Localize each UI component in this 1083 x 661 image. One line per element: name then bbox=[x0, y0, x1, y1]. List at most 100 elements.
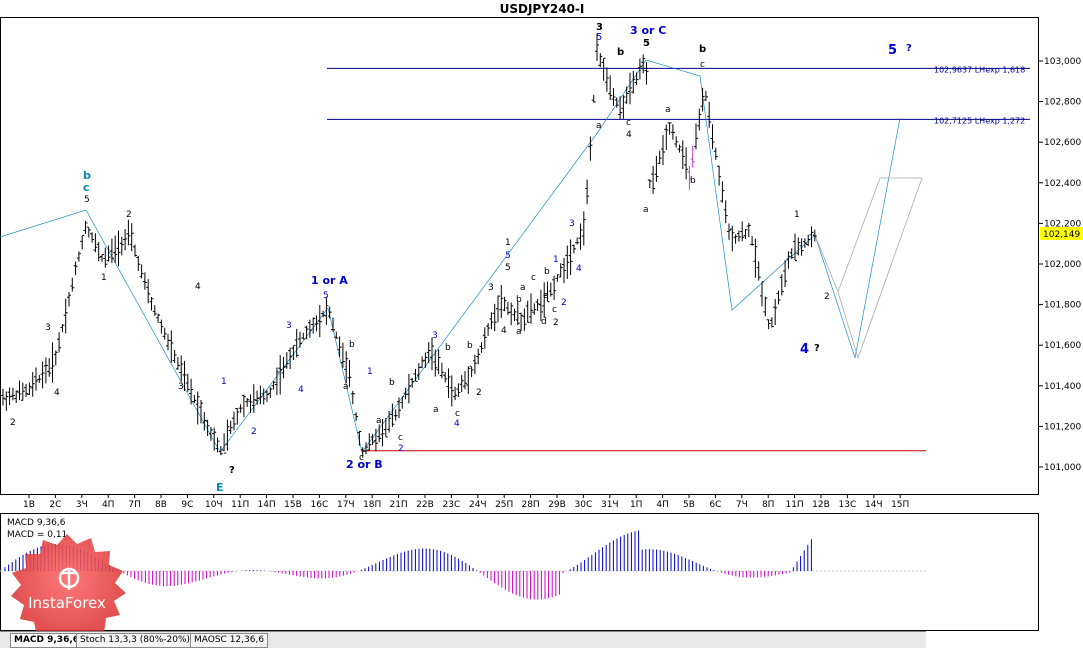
minor-wave-label: b bbox=[389, 378, 395, 388]
minor-wave-label: 2 bbox=[561, 298, 567, 308]
chart-title: USDJPY240-I bbox=[500, 2, 585, 16]
minor-wave-label: d bbox=[541, 317, 547, 327]
time-tick-label: 8П bbox=[762, 500, 775, 510]
time-tick-label: 31Ч bbox=[601, 500, 619, 510]
tab-macd[interactable]: MACD 9,36,6 bbox=[10, 633, 84, 648]
minor-wave-label: 3 bbox=[286, 321, 292, 331]
minor-wave-label: 3 bbox=[569, 219, 575, 229]
minor-wave-label: 3 bbox=[432, 331, 438, 341]
time-tick-label: 15П bbox=[891, 500, 909, 510]
minor-wave-label: 2 bbox=[476, 388, 482, 398]
price-tick-label: 101,400 bbox=[1044, 382, 1081, 392]
macd-value: MACD = 0,11 bbox=[7, 530, 67, 540]
wave-label: b bbox=[617, 47, 624, 58]
minor-wave-label: 2 bbox=[251, 427, 257, 437]
time-tick-label: 15В bbox=[284, 500, 302, 510]
minor-wave-label: 2 bbox=[553, 318, 559, 328]
time-tick-label: 16С bbox=[311, 500, 329, 510]
current-price-tag bbox=[1040, 227, 1083, 240]
price-axis: 103,000 102,800 102,600 102,400 102,200 102,0… bbox=[1038, 57, 1081, 473]
time-tick-label: 11П bbox=[231, 500, 249, 510]
price-tick-label: 101,800 bbox=[1044, 301, 1081, 311]
minor-wave-label: 4 bbox=[195, 282, 201, 292]
wave-label: 5 bbox=[596, 32, 602, 43]
minor-wave-label: 5 bbox=[323, 291, 329, 301]
minor-wave-label: 4 bbox=[454, 419, 460, 429]
time-tick-label: 3Ч bbox=[76, 500, 88, 510]
time-tick-label: 29В bbox=[548, 500, 566, 510]
minor-wave-label: a bbox=[433, 405, 439, 415]
time-tick-label: 6С bbox=[709, 500, 721, 510]
minor-wave-label: a bbox=[665, 105, 671, 115]
wave-label: 4 bbox=[800, 342, 809, 357]
wave-label: b bbox=[83, 169, 91, 182]
time-tick-label: 30С bbox=[575, 500, 593, 510]
time-tick-label: 1В bbox=[23, 500, 35, 510]
time-tick-label: 1П bbox=[630, 500, 643, 510]
indicator-tab-bar: MACD 9,36,6 Stoch 13,3,3 (80%-20%) MAOSC… bbox=[0, 631, 926, 648]
time-tick-label: 7П bbox=[128, 500, 141, 510]
tab-stochastic[interactable]: Stoch 13,3,3 (80%-20%) bbox=[76, 633, 195, 648]
price-bars bbox=[1, 33, 817, 458]
minor-wave-label: 2 bbox=[10, 418, 16, 428]
price-tick-label: 103,000 bbox=[1044, 57, 1081, 67]
minor-wave-label: c bbox=[455, 409, 460, 419]
time-tick-label: 25П bbox=[495, 500, 513, 510]
minor-wave-label: 1 bbox=[101, 273, 107, 283]
minor-wave-label: b bbox=[690, 176, 696, 186]
wave-label: ? bbox=[229, 465, 235, 476]
time-tick-label: 2С bbox=[49, 500, 61, 510]
wave-label: c bbox=[83, 181, 90, 194]
tab-maosc[interactable]: MAOSC 12,36,6 bbox=[190, 633, 269, 648]
minor-wave-label: 4 bbox=[501, 326, 507, 336]
price-tick-label: 102,400 bbox=[1044, 179, 1081, 189]
minor-wave-label: a bbox=[520, 283, 526, 293]
time-tick-label: 14П bbox=[257, 500, 275, 510]
minor-wave-label: a bbox=[643, 205, 649, 215]
minor-wave-label: 5 bbox=[505, 263, 511, 273]
minor-wave-label: c bbox=[552, 305, 557, 315]
price-tick-label: 102,800 bbox=[1044, 98, 1081, 108]
time-tick-label: 4П bbox=[102, 500, 115, 510]
minor-wave-label: c bbox=[398, 433, 403, 443]
wave-label: 3 or C bbox=[630, 24, 666, 37]
time-tick-label: 18П bbox=[363, 500, 381, 510]
price-tick-label: 102,000 bbox=[1044, 260, 1081, 270]
wave-label: 5 bbox=[888, 43, 897, 58]
minor-wave-label: 1 bbox=[221, 377, 227, 387]
minor-wave-label: 3 bbox=[178, 382, 184, 392]
minor-wave-label: 2 bbox=[398, 444, 404, 454]
wave-label: ? bbox=[906, 43, 912, 54]
minor-wave-label: b bbox=[349, 340, 355, 350]
minor-wave-label: a bbox=[596, 121, 602, 131]
time-tick-label: 9С bbox=[181, 500, 193, 510]
macd-title: MACD 9,36,6 bbox=[7, 518, 66, 528]
minor-wave-label: b bbox=[516, 295, 522, 305]
wave-label: ? bbox=[814, 343, 820, 354]
minor-wave-label: 3 bbox=[45, 323, 51, 333]
level-label: 102,7125 LHexp 1,272 bbox=[934, 116, 1025, 125]
minor-wave-label: e bbox=[543, 291, 549, 301]
wave-label: 1 or A bbox=[311, 274, 348, 287]
wave-label: 5 bbox=[84, 195, 90, 205]
level-label: 102,9637 LHexp 1,618 bbox=[934, 65, 1025, 74]
minor-wave-label: 1 bbox=[553, 255, 559, 265]
time-tick-label: 10Ч bbox=[205, 500, 223, 510]
time-tick-label: 13С bbox=[839, 500, 857, 510]
fibonacci-levels: 102,9637 LHexp 1,618 102,7125 LHexp 1,272 bbox=[327, 65, 1030, 452]
time-tick-label: 12В bbox=[812, 500, 830, 510]
current-price-label: 102,149 bbox=[1043, 230, 1080, 240]
wave-label: 5 bbox=[643, 38, 650, 49]
time-tick-label: 23С bbox=[443, 500, 461, 510]
minor-wave-label: 2 bbox=[126, 210, 132, 220]
wave-label: 2 or B bbox=[346, 458, 383, 471]
minor-wave-label: a bbox=[516, 327, 522, 337]
price-tick-label: 102,600 bbox=[1044, 138, 1081, 148]
price-plot-area[interactable] bbox=[0, 17, 1039, 495]
minor-wave-label: 2 bbox=[824, 292, 830, 302]
price-tick-label: 102,200 bbox=[1044, 219, 1081, 229]
time-tick-label: 22В bbox=[416, 500, 434, 510]
instaforex-logo: InstaForex bbox=[11, 534, 126, 646]
minor-wave-label: c bbox=[531, 273, 536, 283]
